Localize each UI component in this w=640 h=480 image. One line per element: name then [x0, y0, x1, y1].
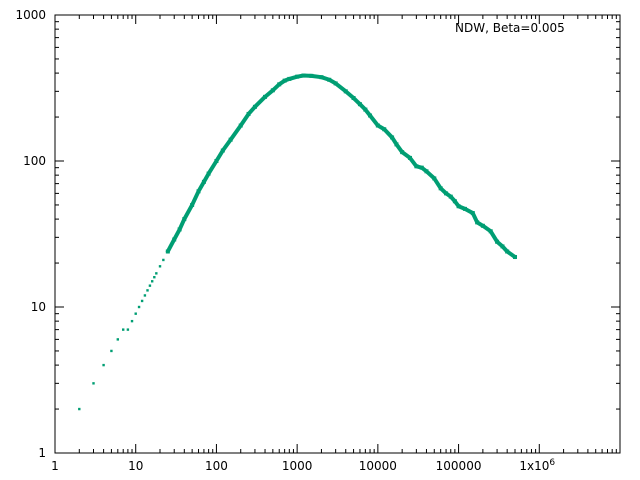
data-point — [470, 211, 475, 216]
data-point — [382, 127, 387, 132]
data-series — [78, 73, 517, 411]
data-point — [190, 202, 195, 207]
data-point — [444, 191, 449, 196]
x-tick-label: 1000 — [282, 459, 313, 473]
x-tick-label: 10 — [128, 459, 143, 473]
data-point — [390, 135, 395, 140]
legend: NDW, Beta=0.005 — [455, 21, 565, 35]
data-point — [110, 349, 113, 353]
data-point — [475, 220, 480, 225]
data-point — [500, 244, 505, 249]
data-point — [220, 148, 225, 153]
x-tick-label: 100000 — [436, 459, 482, 473]
data-point — [146, 289, 149, 292]
data-point — [134, 312, 137, 315]
data-point — [206, 171, 211, 176]
data-point — [368, 113, 373, 118]
data-point — [177, 227, 182, 232]
data-point — [456, 204, 461, 209]
x-tick-label-base: 1x10 — [519, 459, 549, 473]
data-point — [153, 275, 156, 279]
data-point — [252, 104, 257, 109]
data-point — [165, 249, 170, 254]
x-tick-label: 100 — [205, 459, 228, 473]
data-point — [140, 299, 144, 303]
data-point — [357, 102, 362, 107]
data-point — [92, 382, 95, 385]
x-tick-label: 1 — [51, 459, 59, 473]
data-point — [363, 107, 368, 112]
legend-entry-label: NDW, Beta=0.005 — [455, 21, 565, 35]
data-point — [512, 255, 517, 260]
data-point — [301, 73, 306, 78]
data-point — [424, 169, 429, 174]
data-point — [201, 179, 206, 184]
y-tick-label: 1000 — [15, 8, 46, 22]
tick-marks — [54, 14, 620, 454]
data-point — [282, 78, 287, 83]
data-point — [148, 284, 152, 287]
data-point — [407, 155, 412, 160]
data-point — [150, 280, 154, 283]
data-point — [78, 407, 81, 411]
data-point — [505, 249, 510, 254]
data-point — [351, 96, 356, 101]
data-point — [246, 111, 251, 116]
data-point — [375, 123, 380, 128]
data-point — [238, 123, 243, 128]
data-point — [263, 94, 268, 99]
data-point — [448, 194, 453, 199]
x-tick-label-exponent: 6 — [549, 458, 555, 468]
data-point — [419, 165, 424, 170]
x-tick-label: 10000 — [359, 459, 397, 473]
data-point — [172, 237, 177, 242]
data-point — [196, 189, 201, 194]
data-point — [495, 239, 500, 244]
y-tick-label: 10 — [31, 300, 46, 314]
data-point — [488, 229, 493, 234]
data-point — [116, 338, 120, 341]
data-point — [143, 294, 147, 297]
data-point — [327, 77, 332, 82]
data-point — [277, 82, 282, 87]
data-point — [155, 272, 158, 275]
data-point — [162, 258, 165, 262]
data-point — [122, 328, 125, 331]
data-point — [480, 223, 485, 228]
data-point — [102, 363, 105, 367]
data-point — [214, 159, 219, 163]
tick-labels: 1 10 100 1000 10000 100000 1x106 1 10 100 1000 — [15, 8, 555, 473]
data-point — [270, 88, 275, 93]
data-point — [130, 319, 134, 323]
data-point — [158, 265, 162, 268]
data-point — [394, 142, 399, 147]
data-point — [462, 206, 467, 211]
data-point — [319, 75, 324, 80]
data-point — [414, 164, 419, 169]
data-point — [452, 199, 457, 204]
data-point — [182, 217, 187, 222]
data-point — [400, 150, 405, 155]
data-point — [137, 305, 141, 309]
data-point — [287, 76, 292, 81]
data-point — [295, 74, 300, 79]
data-point — [126, 328, 130, 331]
y-tick-label: 1 — [38, 446, 46, 460]
data-point — [432, 176, 437, 181]
x-tick-label-last: 1x106 — [519, 458, 555, 473]
data-point — [228, 137, 233, 142]
data-point — [343, 89, 348, 94]
plot-frame — [54, 14, 621, 454]
data-point — [333, 81, 338, 86]
data-point — [309, 73, 314, 78]
data-point — [438, 186, 443, 191]
y-tick-label: 100 — [23, 154, 46, 168]
axes — [54, 14, 621, 454]
